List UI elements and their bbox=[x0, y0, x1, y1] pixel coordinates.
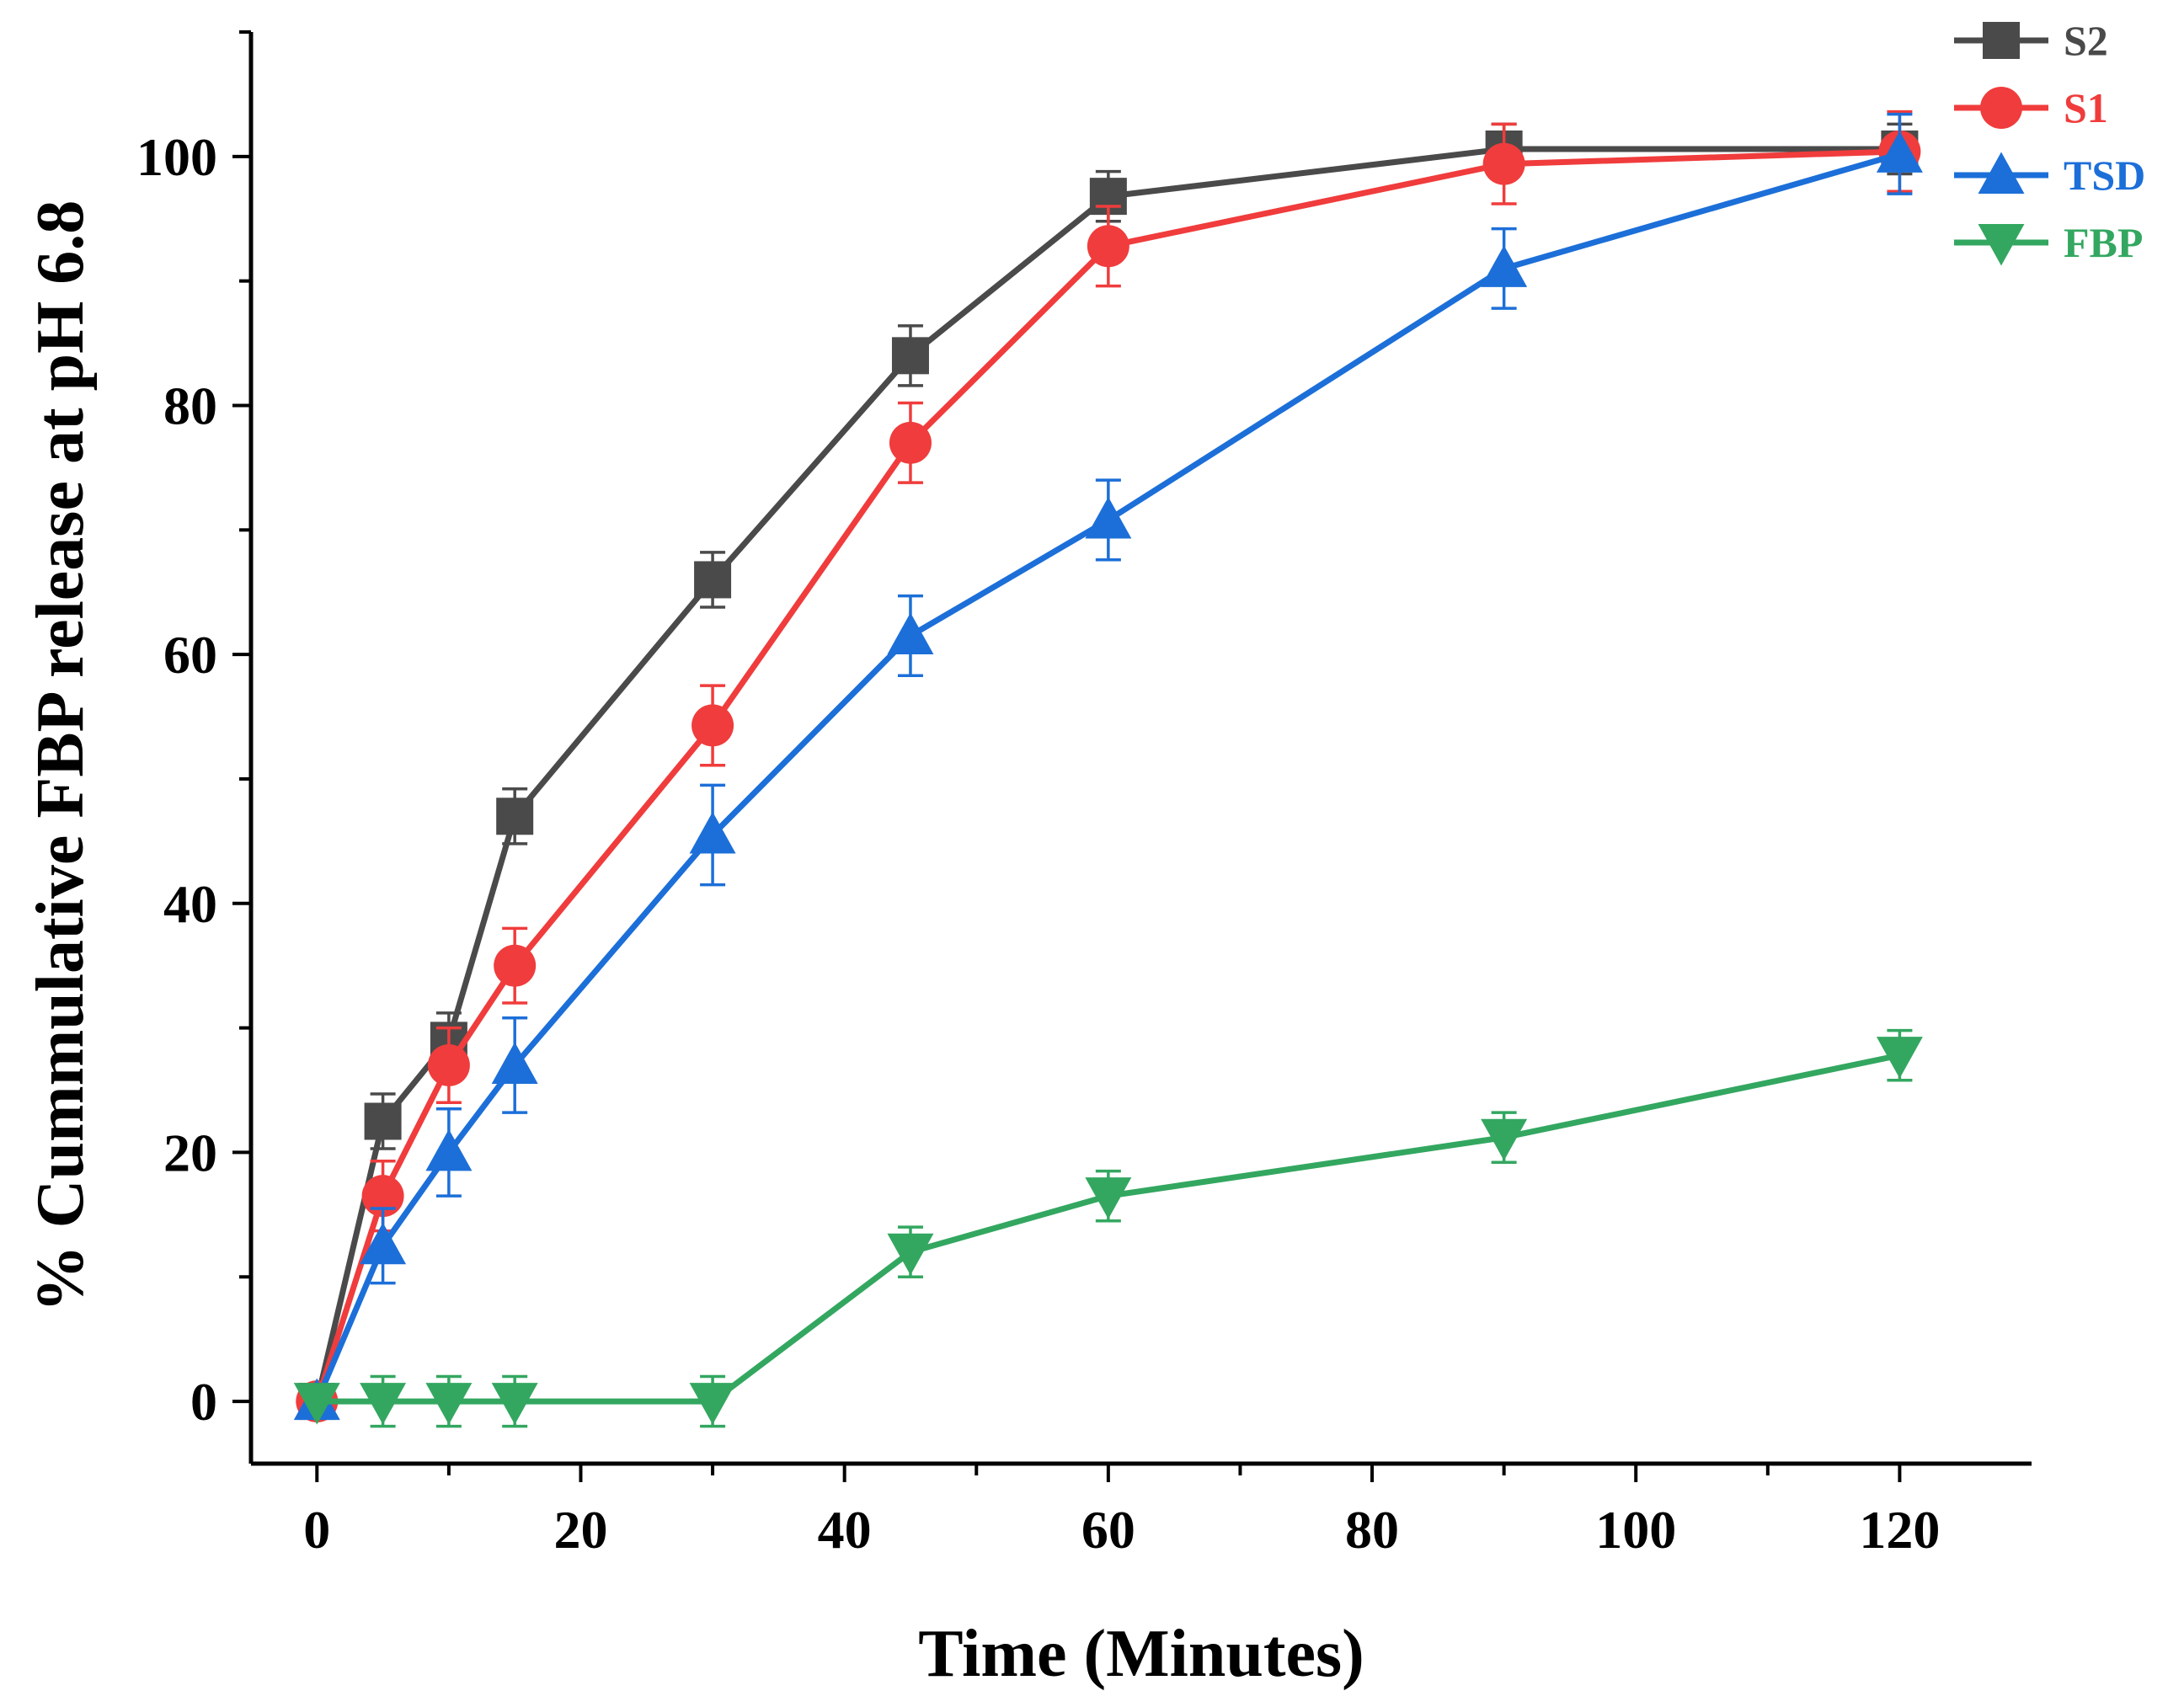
data-point bbox=[1085, 1177, 1132, 1219]
x-tick-label: 0 bbox=[303, 1500, 330, 1560]
data-point bbox=[364, 1102, 402, 1140]
legend-item-tsd: TSD bbox=[1954, 152, 2145, 199]
legend-item-s1: S1 bbox=[1954, 84, 2108, 131]
x-tick-label: 40 bbox=[818, 1500, 872, 1560]
y-tick-label: 20 bbox=[163, 1123, 217, 1182]
legend-marker bbox=[1978, 224, 2025, 266]
series-tsd bbox=[293, 112, 1923, 1421]
y-tick-label: 100 bbox=[136, 127, 217, 187]
legend-marker bbox=[1978, 152, 2025, 194]
data-point bbox=[1087, 225, 1129, 268]
legend-label: TSD bbox=[2064, 152, 2145, 199]
data-point bbox=[689, 1383, 736, 1425]
legend-label: S2 bbox=[2064, 17, 2108, 64]
y-tick-label: 60 bbox=[163, 625, 217, 685]
y-axis-title: % Cummulative FBP release at pH 6.8 bbox=[24, 200, 98, 1313]
x-tick-label: 20 bbox=[553, 1500, 607, 1560]
legend-label: S1 bbox=[2064, 84, 2108, 131]
data-point bbox=[491, 1042, 538, 1084]
data-point bbox=[491, 1383, 538, 1425]
data-point bbox=[425, 1383, 473, 1425]
data-point bbox=[293, 1383, 340, 1425]
series-line bbox=[317, 1052, 1901, 1405]
x-tick-label: 80 bbox=[1345, 1500, 1399, 1560]
data-point bbox=[689, 811, 736, 854]
x-tick-label: 100 bbox=[1595, 1500, 1676, 1560]
y-tick-label: 0 bbox=[190, 1372, 217, 1432]
x-axis-title: Time (Minutes) bbox=[918, 1617, 1364, 1691]
data-point bbox=[891, 337, 929, 375]
series-s2 bbox=[298, 122, 1919, 1421]
data-point bbox=[1085, 496, 1132, 539]
data-point bbox=[1876, 1037, 1923, 1079]
data-point bbox=[889, 421, 932, 464]
data-point bbox=[1481, 245, 1528, 287]
series-s1 bbox=[296, 109, 1921, 1423]
data-point bbox=[694, 561, 732, 599]
data-point bbox=[360, 1383, 407, 1425]
y-tick-label: 80 bbox=[163, 376, 217, 435]
axes: 0 20 40 60 80 100 120 0 20 40 60 80 100 bbox=[136, 30, 2032, 1560]
data-point bbox=[496, 797, 534, 835]
data-point bbox=[494, 944, 537, 987]
legend: S2 S1 TSD FBP bbox=[1954, 17, 2145, 266]
data-point bbox=[1482, 142, 1525, 185]
data-point bbox=[361, 1175, 404, 1218]
data-point bbox=[887, 612, 934, 654]
legend-marker bbox=[1983, 22, 2020, 59]
legend-label: FBP bbox=[2064, 219, 2143, 266]
legend-marker bbox=[1980, 87, 2022, 129]
x-tick-label: 60 bbox=[1081, 1500, 1135, 1560]
data-point bbox=[360, 1222, 407, 1265]
data-point bbox=[692, 704, 734, 747]
legend-item-s2: S2 bbox=[1954, 17, 2108, 64]
legend-item-fbp: FBP bbox=[1954, 219, 2143, 266]
data-point bbox=[1481, 1118, 1528, 1161]
data-point bbox=[425, 1128, 473, 1171]
series-fbp bbox=[293, 1028, 1923, 1428]
data-point bbox=[427, 1043, 470, 1086]
x-tick-label: 120 bbox=[1859, 1500, 1940, 1560]
y-tick-label: 40 bbox=[163, 874, 217, 934]
data-point bbox=[887, 1233, 934, 1276]
data-point bbox=[1876, 131, 1923, 173]
series-layer bbox=[293, 109, 1923, 1428]
